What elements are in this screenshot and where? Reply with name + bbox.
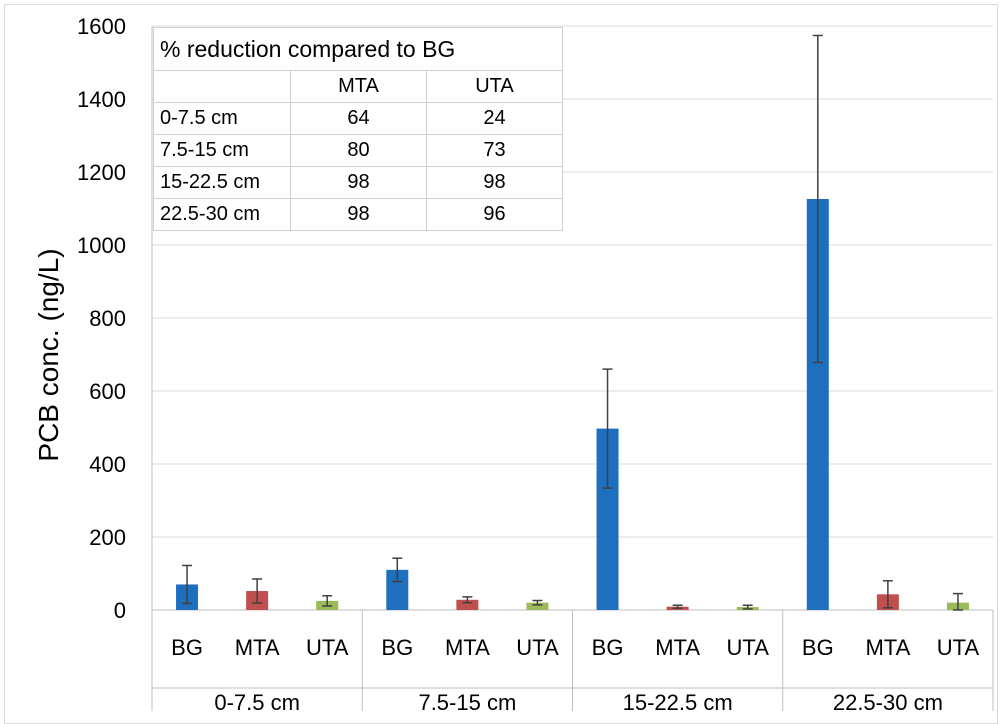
x-tick-label: BG: [171, 635, 203, 660]
group-label: 0-7.5 cm: [214, 690, 300, 711]
table-cell-uta: 98: [426, 166, 563, 199]
x-tick-label: UTA: [306, 635, 349, 660]
table-row: 22.5-30 cm 98 96: [153, 198, 563, 231]
y-tick-label: 200: [89, 525, 126, 550]
bar-bg: [386, 569, 409, 610]
table-cell-mta: 98: [290, 198, 427, 231]
table-header-mta: MTA: [290, 70, 427, 103]
gridlines: [152, 25, 993, 538]
x-tick-label: MTA: [865, 635, 910, 660]
table-title-row: % reduction compared to BG: [153, 27, 563, 71]
table-row-label: 7.5-15 cm: [153, 134, 291, 167]
table-cell-mta: 64: [290, 102, 427, 135]
x-tick-label: BG: [381, 635, 413, 660]
bar-bg: [596, 428, 619, 610]
axes: [151, 26, 994, 711]
table-row-label: 0-7.5 cm: [153, 102, 291, 135]
bars: [176, 34, 969, 611]
table-cell-uta: 73: [426, 134, 563, 167]
table-row-label: 15-22.5 cm: [153, 166, 291, 199]
y-tick-label: 0: [114, 598, 126, 623]
table-cell-uta: 96: [426, 198, 563, 231]
bar-uta: [526, 602, 549, 610]
y-tick-label: 400: [89, 452, 126, 477]
reduction-table: % reduction compared to BG MTA UTA 0-7.5…: [153, 27, 563, 231]
table-corner-cell: [153, 70, 291, 103]
bar-mta: [456, 599, 479, 610]
table-cell-uta: 24: [426, 102, 563, 135]
x-tick-label: UTA: [727, 635, 770, 660]
table-row: 7.5-15 cm 80 73: [153, 134, 563, 167]
table-title: % reduction compared to BG: [153, 27, 563, 71]
x-tick-label: BG: [802, 635, 834, 660]
bar-bg: [806, 199, 829, 610]
y-axis-title: PCB conc. (ng/L): [33, 248, 64, 461]
group-label: 7.5-15 cm: [418, 690, 516, 711]
x-tick-label: UTA: [937, 635, 980, 660]
group-label: 22.5-30 cm: [833, 690, 943, 711]
table-row-label: 22.5-30 cm: [153, 198, 291, 231]
group-label: 15-22.5 cm: [623, 690, 733, 711]
table-row: 0-7.5 cm 64 24: [153, 102, 563, 135]
x-tick-label: BG: [592, 635, 624, 660]
y-tick-label: 1600: [77, 14, 126, 39]
table-cell-mta: 80: [290, 134, 427, 167]
x-tick-label: MTA: [655, 635, 700, 660]
table-header-row: MTA UTA: [153, 70, 563, 103]
table-header-uta: UTA: [426, 70, 563, 103]
y-tick-label: 1000: [77, 233, 126, 258]
table-cell-mta: 98: [290, 166, 427, 199]
x-tick-label: MTA: [445, 635, 490, 660]
table-row: 15-22.5 cm 98 98: [153, 166, 563, 199]
y-tick-label: 1400: [77, 87, 126, 112]
y-tick-label: 600: [89, 379, 126, 404]
x-tick-label: UTA: [516, 635, 559, 660]
y-tick-label: 1200: [77, 160, 126, 185]
x-tick-label: MTA: [235, 635, 280, 660]
y-tick-label: 800: [89, 306, 126, 331]
